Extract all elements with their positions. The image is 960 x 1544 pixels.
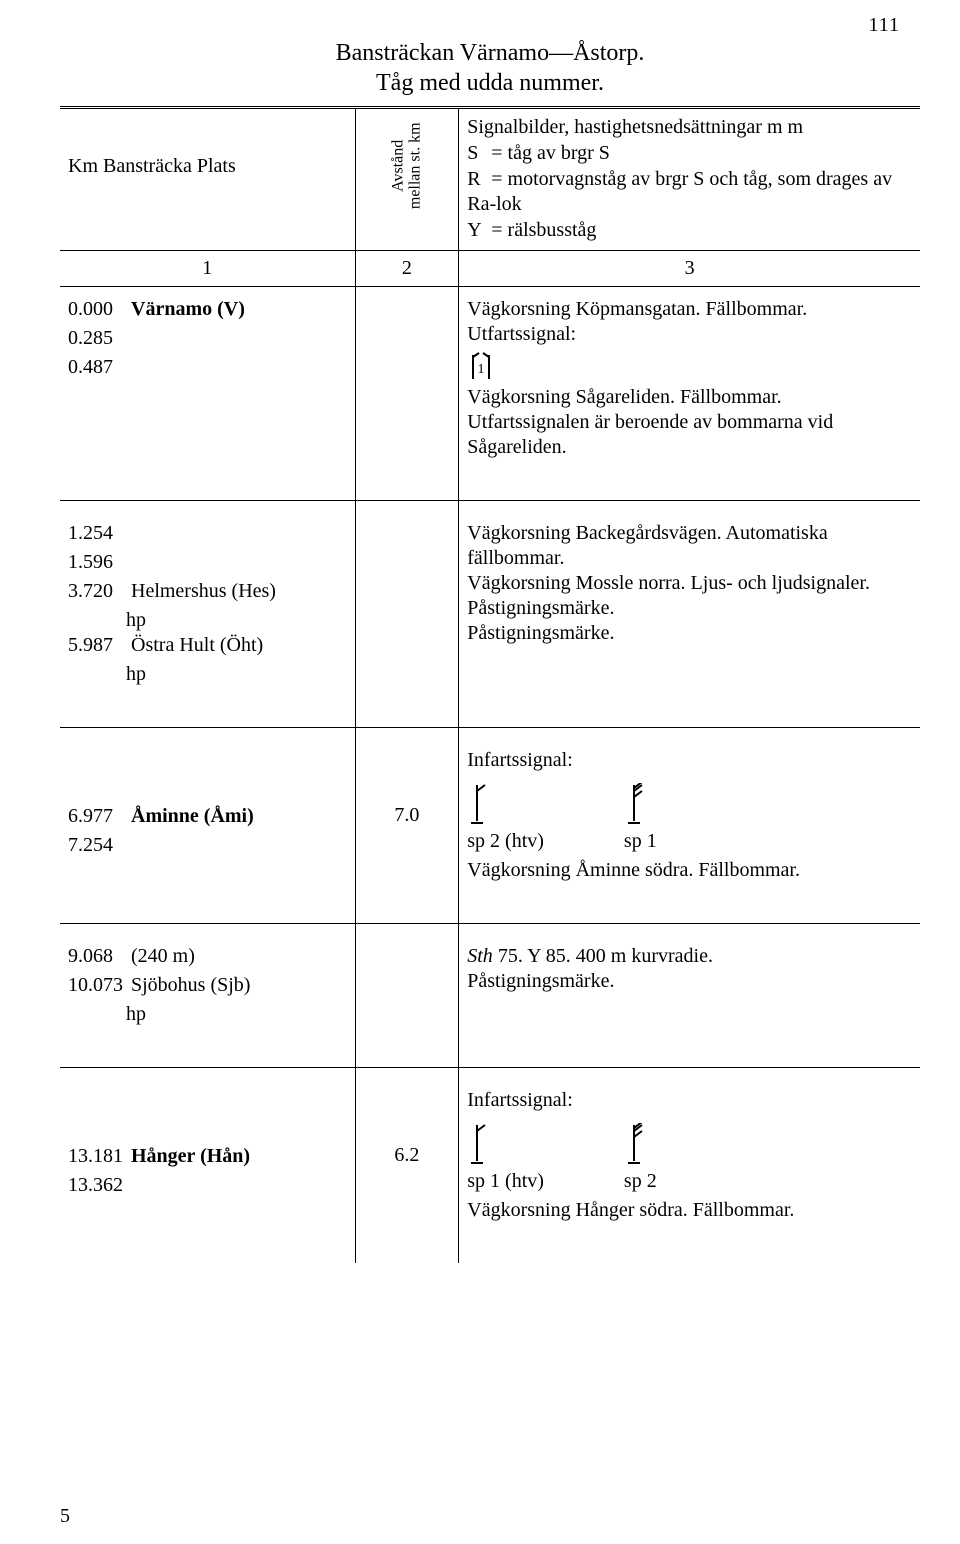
section-row: 1.254 1.596 3.720 Helmershus (Hes)hp5.98…	[60, 501, 920, 728]
colnum-2: 2	[355, 251, 459, 287]
title-line-2: Tåg med udda nummer.	[376, 70, 604, 96]
section-row: 6.977 Åminne (Åmi)7.254 7.0Infartssignal…	[60, 728, 920, 924]
body-text: Sth 75. Y 85. 400 m kurvradie.	[467, 944, 912, 969]
body-text: Infartssignal:	[467, 748, 912, 773]
section-left: 13.181 Hånger (Hån) 13.362	[60, 1068, 355, 1264]
hp-label: hp	[126, 1002, 347, 1027]
body-text: Utfartssignal:	[467, 322, 912, 347]
page-number: 111	[868, 14, 900, 37]
km-entry: 7.254	[68, 833, 347, 858]
document-title: Bansträckan Värnamo—Åstorp. Tåg med udda…	[60, 38, 920, 98]
section-right: Infartssignal: sp 2 (htv)sp 1 Vägkorsning …	[459, 728, 920, 924]
body-text: Vägkorsning Hånger södra. Fällbommar.	[467, 1198, 912, 1223]
legend-s: S= tåg av brgr S	[467, 141, 912, 166]
header-col1: Km Bansträcka Plats	[60, 109, 355, 251]
section-mid: 6.2	[355, 1068, 459, 1264]
section-mid: 7.0	[355, 728, 459, 924]
km-entry: 0.000 Värnamo (V)	[68, 297, 347, 322]
section-right: Sth 75. Y 85. 400 m kurvradie.Påstigning…	[459, 924, 920, 1068]
section-row: 13.181 Hånger (Hån)13.362 6.2Infartssign…	[60, 1068, 920, 1264]
body-text: Vägkorsning Mossle norra. Ljus- och ljud…	[467, 571, 912, 596]
body-text: Påstigningsmärke.	[467, 621, 912, 646]
signal-pair: sp 1 (htv)sp 2	[467, 1119, 912, 1194]
body-text: Infartssignal:	[467, 1088, 912, 1113]
title-line-1: Bansträckan Värnamo—Åstorp.	[336, 40, 645, 66]
timetable: Km Bansträcka Plats Avståndmellan st. km…	[60, 109, 920, 1263]
colnum-1: 1	[60, 251, 355, 287]
km-entry: 13.181 Hånger (Hån)	[68, 1144, 347, 1169]
body-text: Vägkorsning Köpmansgatan. Fällbommar.	[467, 297, 912, 322]
svg-text:1: 1	[478, 362, 485, 377]
km-entry: 5.987 Östra Hult (Öht)	[68, 633, 347, 658]
km-entry: 13.362	[68, 1173, 347, 1198]
body-text: Påstigningsmärke.	[467, 596, 912, 621]
header-col3: Signalbilder, hastighetsnedsättningar m …	[459, 109, 920, 251]
hp-label: hp	[126, 662, 347, 687]
body-text: Vägkorsning Backegårdsvägen. Automatiska…	[467, 521, 912, 571]
legend-y: Y= rälsbusståg	[467, 218, 912, 243]
header-col3-intro: Signalbilder, hastighetsnedsättningar m …	[467, 115, 912, 140]
km-entry: 0.285	[68, 326, 347, 351]
km-entry: 1.254	[68, 521, 347, 546]
section-row: 9.068 (240 m) 10.073 Sjöbohus (Sjb) hp Sth …	[60, 924, 920, 1068]
header-col2-label: Avståndmellan st. km	[390, 122, 424, 209]
section-right: Vägkorsning Backegårdsvägen. Automatiska…	[459, 501, 920, 728]
km-entry: 3.720 Helmershus (Hes)	[68, 579, 347, 604]
legend-r: R= motorvagnståg av brgr S och tåg, som …	[467, 167, 912, 217]
footer-number: 5	[60, 1505, 70, 1528]
hp-label: hp	[126, 608, 347, 633]
body-text: Utfartssignalen är beroende av bommarna …	[467, 410, 912, 460]
colnum-3: 3	[459, 251, 920, 287]
column-number-row: 1 2 3	[60, 251, 920, 287]
table-header-row: Km Bansträcka Plats Avståndmellan st. km…	[60, 109, 920, 251]
section-right: Infartssignal: sp 1 (htv)sp 2 Vägkorsning …	[459, 1068, 920, 1264]
section-left: 0.000 Värnamo (V) 0.285 0.487	[60, 287, 355, 501]
km-entry: 6.977 Åminne (Åmi)	[68, 804, 347, 829]
section-left: 9.068 (240 m) 10.073 Sjöbohus (Sjb) hp	[60, 924, 355, 1068]
km-entry: 0.487	[68, 355, 347, 380]
body-text: Vägkorsning Åminne södra. Fällbommar.	[467, 858, 912, 883]
section-left: 1.254 1.596 3.720 Helmershus (Hes)hp5.98…	[60, 501, 355, 728]
km-entry: 10.073 Sjöbohus (Sjb)	[68, 973, 347, 998]
section-mid	[355, 287, 459, 501]
body-text: Påstigningsmärke.	[467, 969, 912, 994]
km-entry: 9.068 (240 m)	[68, 944, 347, 969]
body-text: Vägkorsning Sågareliden. Fällbommar.	[467, 385, 912, 410]
header-col2: Avståndmellan st. km	[355, 109, 459, 251]
signal-pair: sp 2 (htv)sp 1	[467, 779, 912, 854]
section-mid	[355, 924, 459, 1068]
section-row: 0.000 Värnamo (V) 0.285 0.487 Vägkorsning…	[60, 287, 920, 501]
section-left: 6.977 Åminne (Åmi) 7.254	[60, 728, 355, 924]
km-entry: 1.596	[68, 550, 347, 575]
section-mid	[355, 501, 459, 728]
section-right: Vägkorsning Köpmansgatan. Fällbommar.Utf…	[459, 287, 920, 501]
header-col1-label: Km Bansträcka Plats	[68, 155, 347, 178]
signal-icon: 1	[467, 347, 912, 385]
